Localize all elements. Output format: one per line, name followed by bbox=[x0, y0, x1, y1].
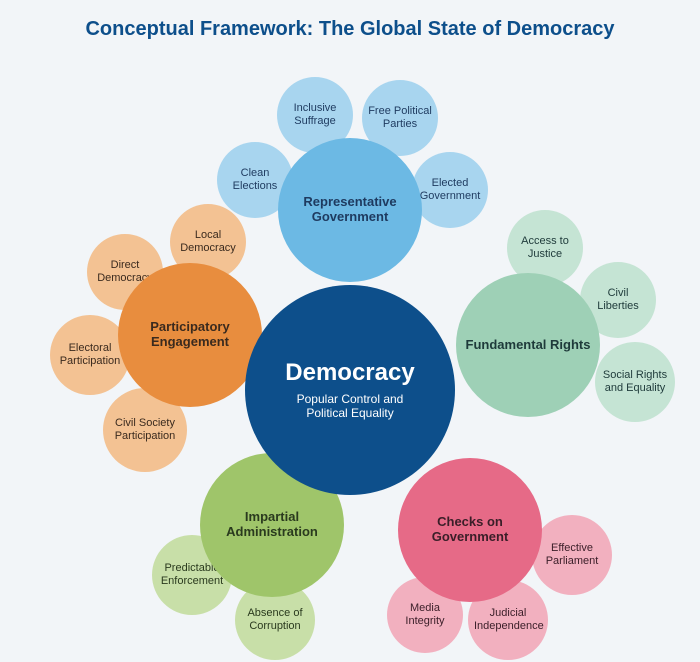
attribute-label-impartial-administration: Impartial Administration bbox=[206, 510, 338, 540]
attribute-participatory-engagement: Participatory Engagement bbox=[118, 263, 262, 407]
sub-label-local-democracy: Local Democracy bbox=[176, 229, 240, 254]
attribute-representative-government: Representative Government bbox=[278, 138, 422, 282]
sub-label-free-political-parties: Free Political Parties bbox=[368, 105, 432, 130]
attribute-label-fundamental-rights: Fundamental Rights bbox=[462, 338, 594, 353]
sub-label-media-integrity: Media Integrity bbox=[393, 602, 457, 627]
sub-label-effective-parliament: Effective Parliament bbox=[538, 542, 606, 567]
sub-label-absence-of-corruption: Absence of Corruption bbox=[241, 607, 309, 632]
sub-social-rights-equality: Social Rights and Equality bbox=[595, 342, 675, 422]
center-democracy: Democracy Popular Control and Political E… bbox=[245, 285, 455, 495]
center-title: Democracy bbox=[251, 359, 449, 387]
attribute-label-checks-on-government: Checks on Government bbox=[404, 515, 536, 545]
sub-label-judicial-independence: Judicial Independence bbox=[474, 607, 542, 632]
attribute-label-representative-government: Representative Government bbox=[284, 195, 416, 225]
sub-label-civil-liberties: Civil Liberties bbox=[586, 287, 650, 312]
sub-label-elected-government: Elected Government bbox=[418, 177, 482, 202]
sub-effective-parliament: Effective Parliament bbox=[532, 515, 612, 595]
sub-elected-government: Elected Government bbox=[412, 152, 488, 228]
diagram-stage: Clean Elections Inclusive Suffrage Free Po… bbox=[0, 0, 700, 662]
sub-label-social-rights-equality: Social Rights and Equality bbox=[601, 369, 669, 394]
sub-label-inclusive-suffrage: Inclusive Suffrage bbox=[283, 102, 347, 127]
attribute-fundamental-rights: Fundamental Rights bbox=[456, 273, 600, 417]
attribute-label-participatory-engagement: Participatory Engagement bbox=[124, 320, 256, 350]
sub-label-clean-elections: Clean Elections bbox=[223, 167, 287, 192]
attribute-checks-on-government: Checks on Government bbox=[398, 458, 542, 602]
sub-label-electoral-participation: Electoral Participation bbox=[56, 342, 124, 367]
sub-label-access-to-justice: Access to Justice bbox=[513, 235, 577, 260]
center-subtitle: Popular Control and Political Equality bbox=[280, 393, 420, 421]
sub-label-civil-society-participation: Civil Society Participation bbox=[109, 417, 181, 442]
